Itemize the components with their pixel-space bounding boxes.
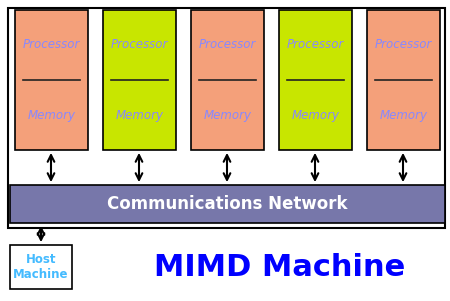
Bar — [103, 10, 176, 150]
Bar — [367, 10, 440, 150]
Text: Memory: Memory — [27, 108, 76, 122]
Bar — [8, 8, 445, 228]
Text: Processor: Processor — [111, 39, 168, 51]
Bar — [279, 10, 352, 150]
Bar — [191, 10, 264, 150]
Text: Memory: Memory — [292, 108, 339, 122]
Text: Communications Network: Communications Network — [107, 195, 348, 213]
Bar — [15, 10, 88, 150]
Text: Processor: Processor — [23, 39, 80, 51]
Text: Memory: Memory — [203, 108, 252, 122]
Bar — [10, 185, 445, 223]
Text: Processor: Processor — [375, 39, 432, 51]
Text: Memory: Memory — [116, 108, 163, 122]
Text: Host
Machine: Host Machine — [13, 253, 69, 281]
Text: Memory: Memory — [379, 108, 427, 122]
Bar — [10, 245, 72, 289]
Text: Processor: Processor — [287, 39, 344, 51]
Text: Processor: Processor — [199, 39, 256, 51]
Text: MIMD Machine: MIMD Machine — [154, 253, 405, 281]
